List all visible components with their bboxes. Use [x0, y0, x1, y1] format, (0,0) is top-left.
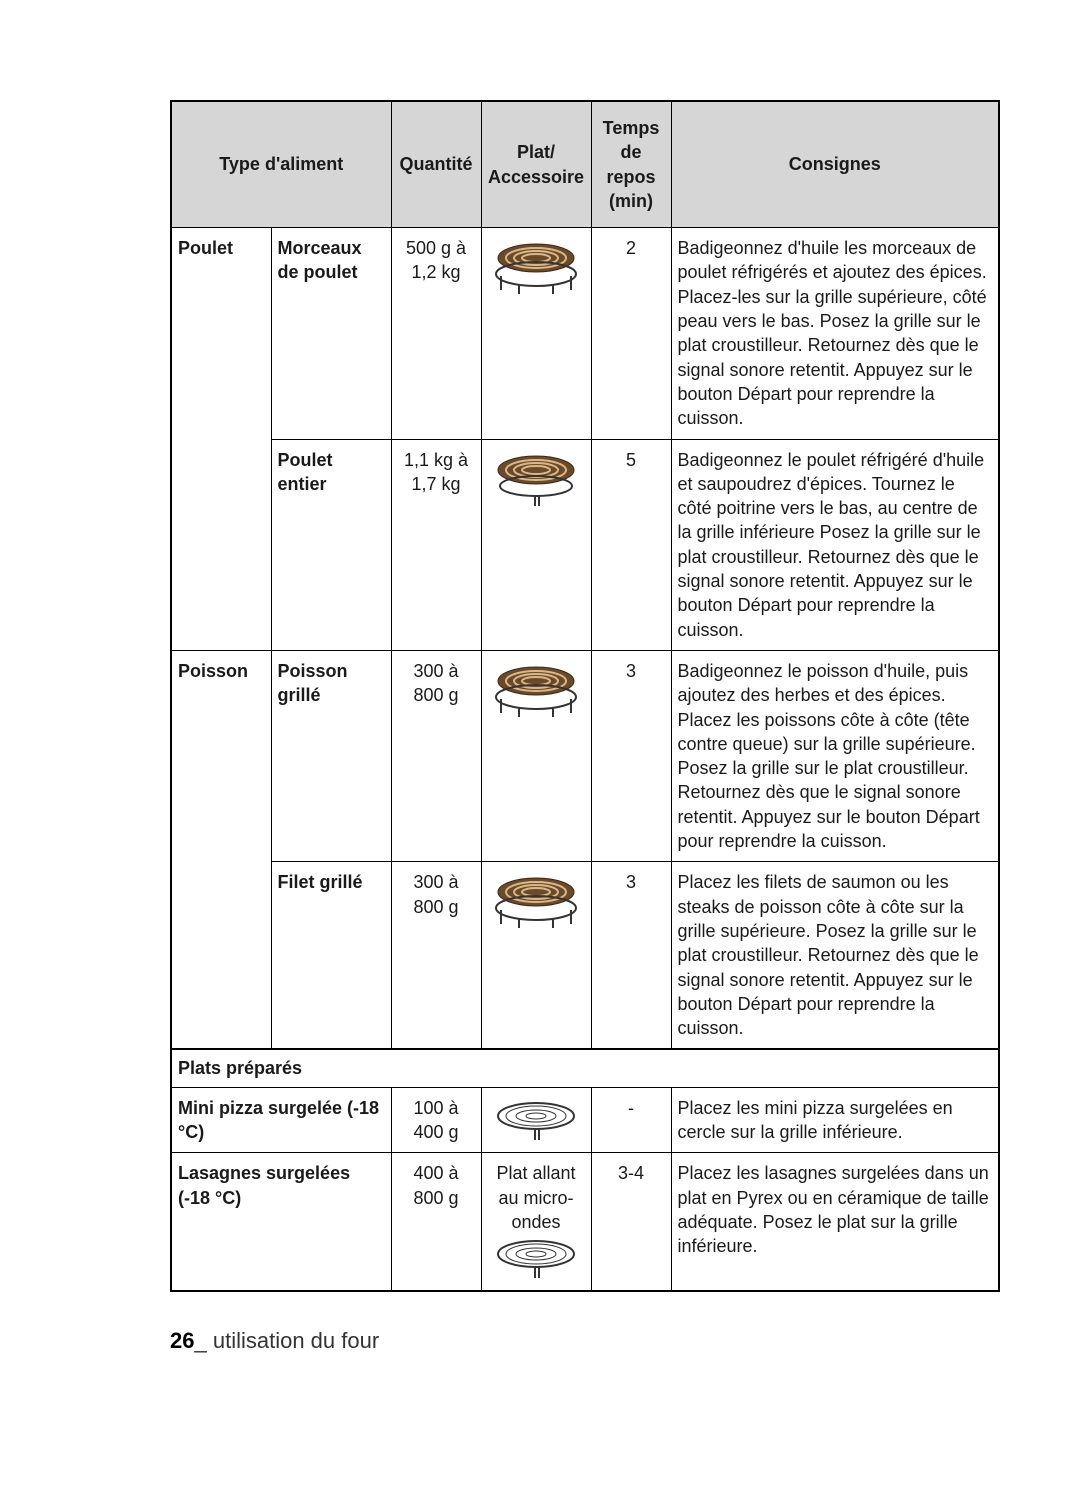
table-row: Poulet Morceaux de poulet 500 g à 1,2 kg… [171, 228, 999, 439]
qty-cell: 300 à 800 g [391, 650, 481, 861]
footer-sep: _ [194, 1328, 212, 1353]
accessory-cell [481, 439, 591, 650]
section-header-row: Plats préparés [171, 1049, 999, 1087]
subtype-cell: Poulet entier [271, 439, 391, 650]
table-header-row: Type d'aliment Quantité Plat/ Accessoire… [171, 101, 999, 228]
accessory-text: Plat allant au micro-ondes [488, 1161, 585, 1234]
rack-high-crisp-icon [491, 240, 581, 296]
accessory-cell [481, 1087, 591, 1153]
table-row: Lasagnes surgelées (-18 °C) 400 à 800 g … [171, 1153, 999, 1291]
rest-cell: 3 [591, 862, 671, 1050]
header-qty: Quantité [391, 101, 481, 228]
cooking-guide-table: Type d'aliment Quantité Plat/ Accessoire… [170, 100, 1000, 1292]
rest-cell: 3 [591, 650, 671, 861]
rack-high-crisp-icon [491, 663, 581, 719]
table-row: Filet grillé 300 à 800 g 3 Placez les fi… [171, 862, 999, 1050]
qty-cell: 100 à 400 g [391, 1087, 481, 1153]
rest-cell: 5 [591, 439, 671, 650]
rest-cell: 3-4 [591, 1153, 671, 1291]
header-type: Type d'aliment [171, 101, 391, 228]
merged-type-cell: Mini pizza surgelée (-18 °C) [171, 1087, 391, 1153]
instructions-cell: Placez les mini pizza surgelées en cercl… [671, 1087, 999, 1153]
instructions-cell: Placez les lasagnes surgelées dans un pl… [671, 1153, 999, 1291]
subtype-cell: Poisson grillé [271, 650, 391, 861]
table-row: Poulet entier 1,1 kg à 1,7 kg 5 Badigeon… [171, 439, 999, 650]
rack-high-crisp-icon [491, 874, 581, 930]
rest-cell: - [591, 1087, 671, 1153]
header-accessory: Plat/ Accessoire [481, 101, 591, 228]
qty-cell: 1,1 kg à 1,7 kg [391, 439, 481, 650]
table-row: Mini pizza surgelée (-18 °C) 100 à 400 g… [171, 1087, 999, 1153]
qty-cell: 300 à 800 g [391, 862, 481, 1050]
page-footer: 26_ utilisation du four [170, 1328, 1000, 1354]
instructions-cell: Placez les filets de saumon ou les steak… [671, 862, 999, 1050]
accessory-cell: Plat allant au micro-ondes [481, 1153, 591, 1291]
subtype-cell: Morceaux de poulet [271, 228, 391, 439]
category-cell: Poulet [171, 228, 271, 651]
footer-label: utilisation du four [213, 1328, 379, 1353]
accessory-cell [481, 862, 591, 1050]
rack-low-crisp-icon [491, 452, 581, 508]
accessory-cell [481, 650, 591, 861]
qty-cell: 500 g à 1,2 kg [391, 228, 481, 439]
merged-type-cell: Lasagnes surgelées (-18 °C) [171, 1153, 391, 1291]
instructions-cell: Badigeonnez le poisson d'huile, puis ajo… [671, 650, 999, 861]
table-row: Poisson Poisson grillé 300 à 800 g 3 Bad… [171, 650, 999, 861]
page-number: 26 [170, 1328, 194, 1353]
instructions-cell: Badigeonnez d'huile les morceaux de poul… [671, 228, 999, 439]
page: Type d'aliment Quantité Plat/ Accessoire… [0, 0, 1080, 1394]
subtype-cell: Filet grillé [271, 862, 391, 1050]
rack-low-icon [491, 1238, 581, 1282]
qty-cell: 400 à 800 g [391, 1153, 481, 1291]
instructions-cell: Badigeonnez le poulet réfrigéré d'huile … [671, 439, 999, 650]
rack-low-icon [491, 1100, 581, 1144]
header-instructions: Consignes [671, 101, 999, 228]
header-rest: Temps de repos (min) [591, 101, 671, 228]
header-accessory-text: Plat/ Accessoire [488, 142, 584, 186]
section-header: Plats préparés [171, 1049, 999, 1087]
accessory-cell [481, 228, 591, 439]
rest-cell: 2 [591, 228, 671, 439]
category-cell: Poisson [171, 650, 271, 1049]
